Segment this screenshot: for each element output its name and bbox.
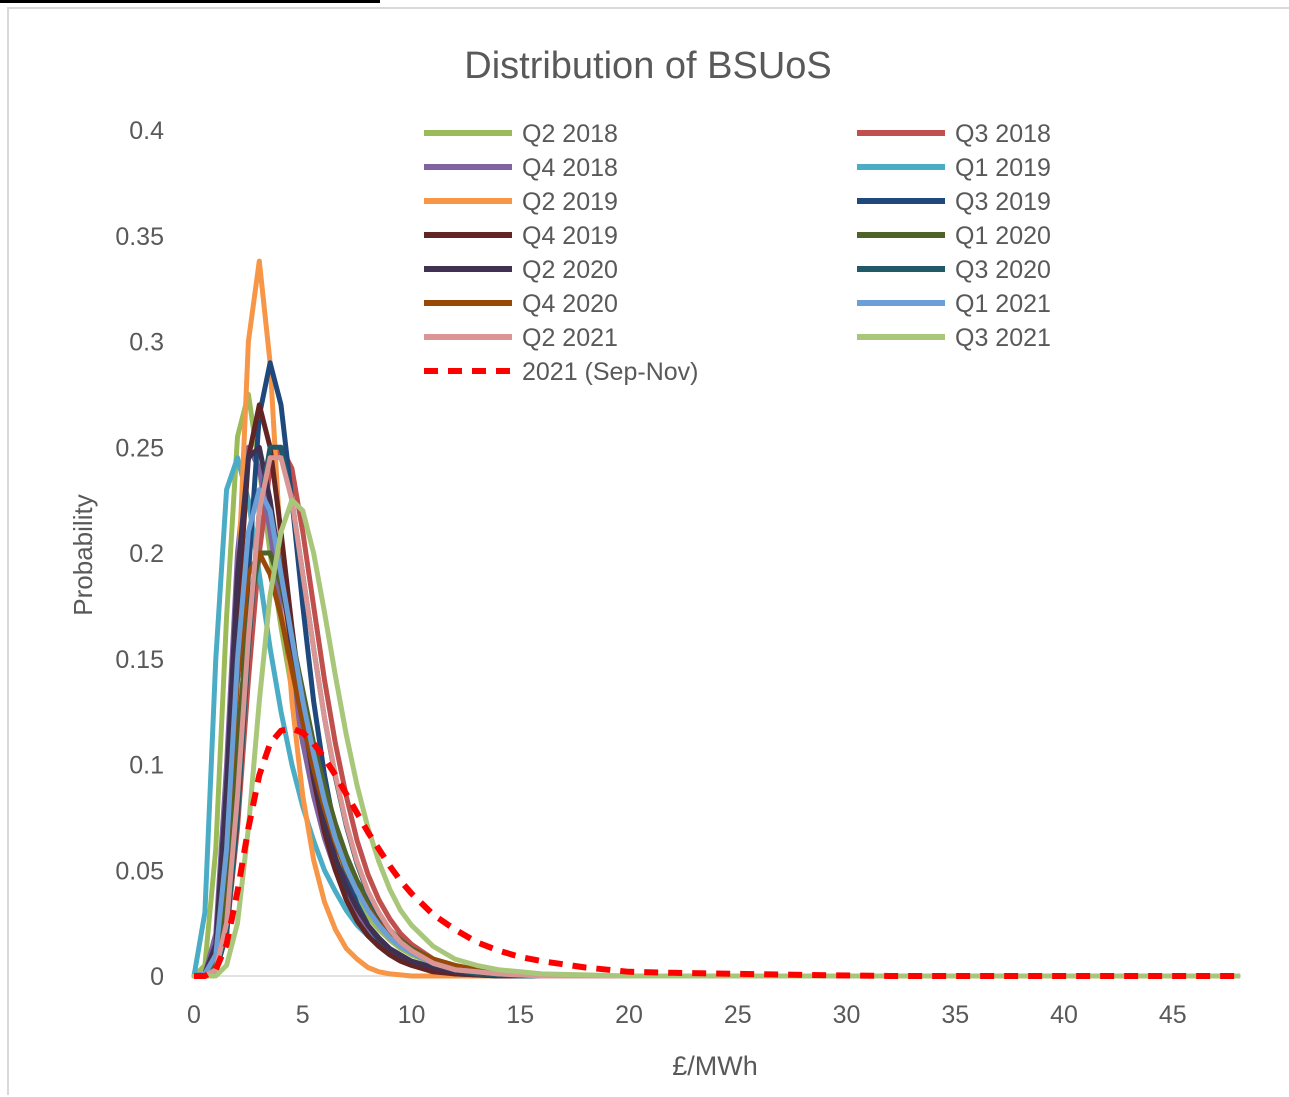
x-tick-label: 30 — [833, 1001, 861, 1029]
x-tick-label: 40 — [1050, 1001, 1078, 1029]
y-tick-label: 0.25 — [115, 434, 164, 462]
series-line — [194, 725, 1238, 979]
legend-label: Q4 2020 — [522, 290, 618, 318]
series-line — [191, 497, 1241, 979]
y-tick-label: 0.3 — [129, 329, 164, 357]
x-tick-label: 0 — [187, 1001, 201, 1029]
legend-label: Q1 2020 — [955, 222, 1051, 250]
x-axis-label: £/MWh — [672, 1051, 758, 1081]
x-axis-tick-labels: 0 5 10 15 20 25 30 35 40 45 — [187, 1001, 1187, 1029]
y-tick-label: 0.1 — [129, 752, 164, 780]
y-tick-label: 0.35 — [115, 223, 164, 251]
legend-label: Q3 2019 — [955, 188, 1051, 216]
x-tick-label: 45 — [1159, 1001, 1187, 1029]
legend-label: Q1 2021 — [955, 290, 1051, 318]
legend-label: Q3 2018 — [955, 120, 1051, 148]
x-tick-label: 15 — [506, 1001, 534, 1029]
legend-label: Q2 2019 — [522, 188, 618, 216]
series-lines — [191, 258, 1241, 979]
legend-label: Q3 2020 — [955, 256, 1051, 284]
x-tick-label: 5 — [296, 1001, 310, 1029]
x-tick-label: 20 — [615, 1001, 643, 1029]
legend-label: Q2 2020 — [522, 256, 618, 284]
y-tick-label: 0 — [150, 963, 164, 991]
legend-label: 2021 (Sep-Nov) — [522, 358, 698, 386]
y-axis-tick-labels: 0 0.05 0.1 0.15 0.2 0.25 0.3 0.35 0.4 — [115, 117, 164, 991]
y-axis-label: Probability — [68, 494, 98, 615]
top-rule — [0, 0, 380, 3]
legend-label: Q2 2021 — [522, 324, 618, 352]
y-tick-label: 0.4 — [129, 117, 164, 145]
legend: Q2 2018 Q3 2018 Q4 2018 Q1 2019 Q2 2019 Q3 20… — [424, 120, 1051, 386]
legend-label: Q2 2018 — [522, 120, 618, 148]
y-tick-label: 0.2 — [129, 540, 164, 568]
y-tick-label: 0.05 — [115, 857, 164, 885]
chart-frame — [7, 7, 1289, 1095]
legend-label: Q4 2018 — [522, 154, 618, 182]
legend-label: Q3 2021 — [955, 324, 1051, 352]
x-tick-label: 25 — [724, 1001, 752, 1029]
x-tick-label: 10 — [398, 1001, 426, 1029]
legend-label: Q4 2019 — [522, 222, 618, 250]
series-line — [191, 444, 1241, 979]
chart-title: Distribution of BSUoS — [464, 45, 832, 87]
x-tick-label: 35 — [941, 1001, 969, 1029]
legend-label: Q1 2019 — [955, 154, 1051, 182]
y-tick-label: 0.15 — [115, 646, 164, 674]
